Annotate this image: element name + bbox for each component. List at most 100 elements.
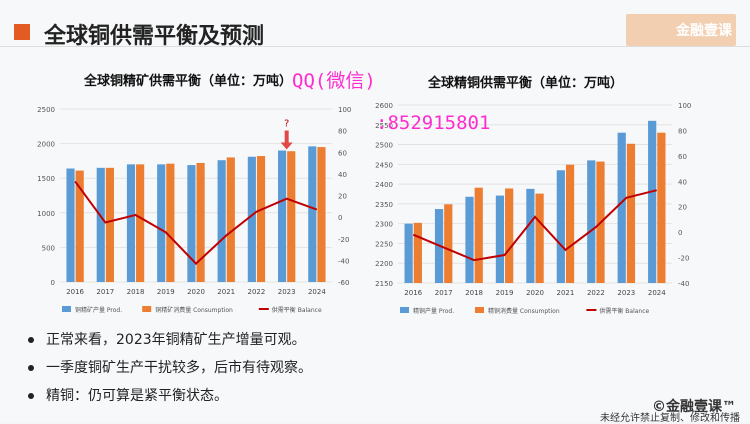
- legend-label: 精铜消费量 Consumption: [488, 307, 560, 315]
- bullet-list: 正常来看，2023年铜精矿生产增量可观。 一季度铜矿生产干扰较多，后市有待观察。…: [28, 326, 312, 410]
- y-right-tick-label: -60: [338, 279, 349, 287]
- bar: [626, 143, 636, 283]
- bar: [278, 150, 287, 282]
- bar: [136, 164, 145, 282]
- x-tick-label: 2024: [308, 288, 326, 296]
- y-left-tick-label: 2450: [375, 161, 393, 169]
- y-left-tick-label: 500: [42, 244, 55, 252]
- y-right-tick-label: 40: [678, 178, 687, 186]
- y-left-tick-label: 1500: [37, 175, 55, 183]
- brand-logo: [626, 14, 736, 46]
- x-tick-label: 2018: [465, 289, 483, 297]
- y-right-tick-label: -20: [678, 255, 689, 263]
- y-left-tick-label: 2400: [375, 181, 393, 189]
- y-right-tick-label: 60: [678, 153, 687, 161]
- x-tick-label: 2019: [496, 289, 514, 297]
- y-left-tick-label: 2550: [375, 122, 393, 130]
- bar: [105, 167, 114, 282]
- bar: [217, 160, 226, 282]
- bar: [75, 170, 84, 282]
- y-right-tick-label: -40: [338, 257, 349, 265]
- x-tick-label: 2016: [404, 289, 422, 297]
- legend-swatch: [475, 307, 484, 313]
- y-left-tick-label: 1000: [37, 210, 55, 218]
- right-chart: 2150 2200 2250 2300 2350 2400 2450 2500 2550 2600…: [375, 102, 691, 315]
- bar: [474, 187, 483, 283]
- bar: [226, 157, 235, 282]
- bar: [413, 222, 422, 283]
- bullet-item: 正常来看，2023年铜精矿生产增量可观。: [28, 326, 312, 354]
- bar: [505, 188, 514, 283]
- y-left-tick-label: 2500: [37, 106, 55, 114]
- bar: [617, 132, 626, 283]
- annotation-question-mark: ?: [284, 119, 289, 130]
- brand-text: 金融壹课: [676, 23, 732, 39]
- page-title: 全球铜供需平衡及预测: [44, 24, 265, 49]
- y-right-tick-label: 60: [338, 149, 347, 157]
- x-tick-label: 2020: [187, 288, 205, 296]
- x-tick-label: 2016: [66, 288, 84, 296]
- y-left-tick-label: 2600: [375, 102, 393, 110]
- bar: [404, 223, 413, 283]
- bullet-dot: [28, 337, 34, 343]
- watermark-line1: QQ(微信): [292, 70, 376, 92]
- x-tick-label: 2023: [617, 289, 635, 297]
- y-right-tick-label: 20: [678, 204, 687, 212]
- bar: [648, 120, 657, 283]
- bar: [495, 195, 505, 283]
- bar: [157, 164, 166, 282]
- bar: [256, 156, 266, 282]
- bar: [657, 132, 666, 283]
- bar: [247, 156, 256, 282]
- bar: [535, 193, 544, 283]
- title-accent-square: [14, 24, 30, 40]
- x-tick-label: 2021: [557, 289, 575, 297]
- bar: [287, 151, 296, 282]
- bar: [565, 164, 575, 283]
- x-tick-label: 2019: [157, 288, 175, 296]
- bar: [187, 165, 196, 282]
- bullet-text: 精铜：仍可算是紧平衡状态。: [46, 388, 228, 404]
- x-tick-label: 2022: [587, 289, 605, 297]
- y-right-tick-label: 20: [338, 193, 347, 201]
- bullet-dot: [28, 365, 34, 371]
- legend-label: 供需平衡 Balance: [272, 306, 322, 314]
- y-right-tick-label: 80: [678, 127, 687, 135]
- y-right-tick-label: 0: [678, 229, 682, 237]
- x-tick-label: 2021: [217, 288, 235, 296]
- x-tick-label: 2022: [248, 288, 266, 296]
- left-chart-title: 全球铜精矿供需平衡（单位：万吨）: [84, 74, 293, 89]
- bullet-item: 精铜：仍可算是紧平衡状态。: [28, 382, 312, 410]
- x-tick-label: 2024: [648, 289, 666, 297]
- bullet-dot: [28, 393, 34, 399]
- title-bar: 全球铜供需平衡及预测 金融壹课: [0, 8, 750, 52]
- legend-label: 精铜产量 Prod.: [413, 307, 454, 315]
- bar: [166, 163, 175, 282]
- y-right-tick-label: 40: [338, 171, 347, 179]
- footer-note: 未经允许禁止复制、修改和传播: [600, 413, 740, 424]
- bar: [317, 147, 326, 282]
- bar: [196, 162, 205, 282]
- bullet-text: 正常来看，2023年铜精矿生产增量可观。: [46, 332, 306, 348]
- legend-label: 铜精矿消费量 Consumption: [155, 306, 233, 314]
- y-right-tick-label: -40: [678, 280, 689, 288]
- bar: [556, 170, 565, 283]
- bar: [126, 164, 136, 282]
- y-right-tick-label: 100: [678, 102, 691, 110]
- bar: [444, 204, 453, 283]
- bar: [526, 188, 535, 283]
- bar: [66, 168, 75, 282]
- y-left-tick-label: 2150: [375, 280, 393, 288]
- x-tick-label: 2017: [96, 288, 114, 296]
- legend-label: 铜精矿产量 Prod.: [75, 306, 122, 314]
- annotation-arrow-icon: [280, 142, 293, 150]
- y-right-tick-label: 100: [338, 106, 351, 114]
- bullet-item: 一季度铜矿生产干扰较多，后市有待观察。: [28, 354, 312, 382]
- y-left-tick-label: 2500: [375, 142, 393, 150]
- x-tick-label: 2023: [278, 288, 296, 296]
- bar: [587, 160, 596, 283]
- bar: [308, 146, 317, 282]
- left-chart: 0 500 1000 1500 2000 2500 -60 -40 -20 0 20 40 60 80 10…: [37, 106, 351, 314]
- y-left-tick-label: 2300: [375, 221, 393, 229]
